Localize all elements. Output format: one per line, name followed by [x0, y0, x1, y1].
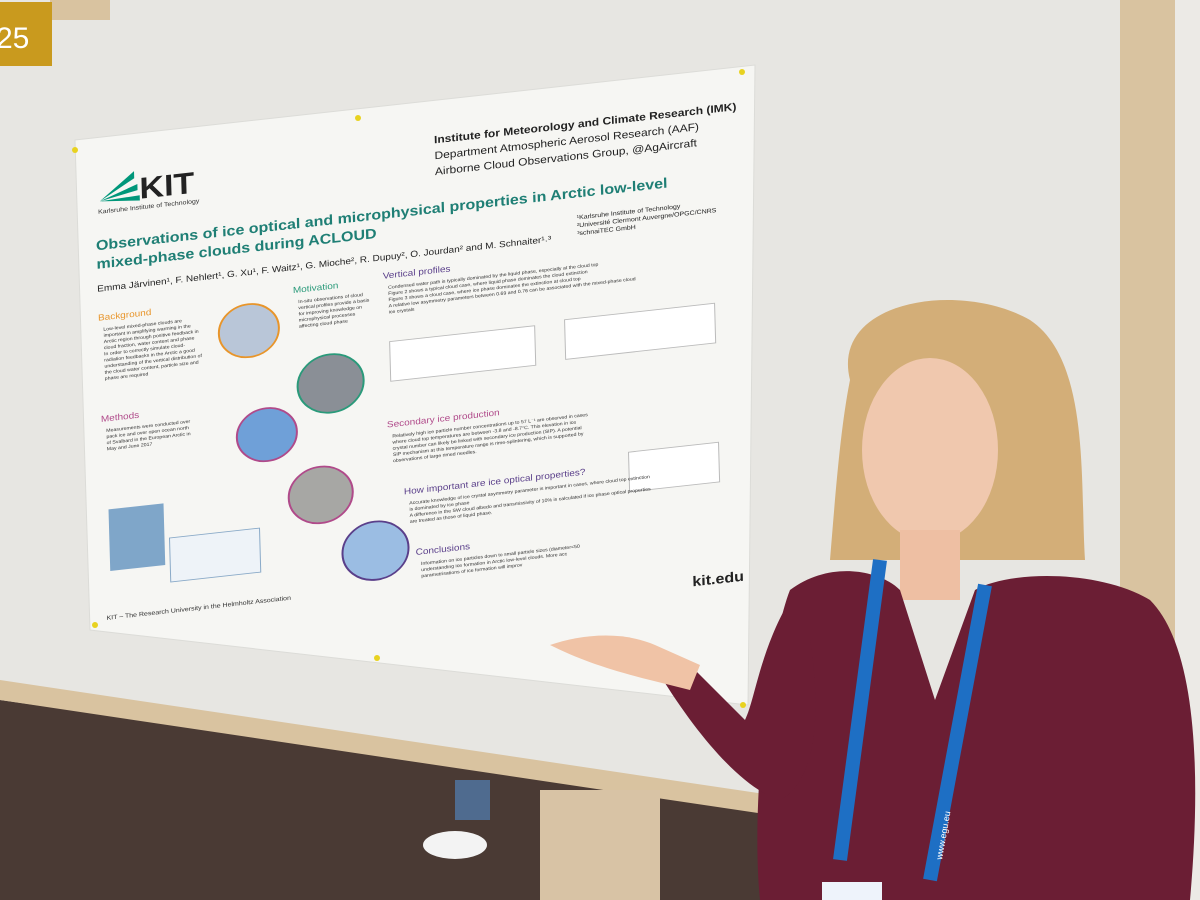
figure-1-map: [108, 503, 166, 571]
badge: [822, 882, 882, 900]
board-number-plate: [0, 2, 52, 66]
figure-4: [627, 441, 721, 493]
poster-url: kit.edu: [692, 569, 744, 590]
logo-ray: [99, 184, 138, 202]
figure-2: [389, 325, 537, 382]
arm-sleeve: [660, 600, 816, 800]
background-person-jeans: [455, 780, 490, 820]
pin: [739, 69, 745, 75]
table-1: [168, 527, 262, 583]
logo-ray: [99, 195, 140, 202]
section-text: microphysical processes: [299, 312, 356, 324]
logo-ray: [99, 171, 135, 202]
photo-circle: [296, 353, 365, 414]
photo-circle: [341, 520, 410, 581]
pin: [355, 115, 361, 121]
pin: [92, 622, 98, 628]
section-text: affecting cloud phase: [299, 319, 348, 330]
figure-3: [564, 302, 717, 360]
neck: [900, 530, 960, 600]
hand: [550, 635, 700, 690]
section-text: phase are required: [105, 371, 149, 381]
pin: [740, 702, 746, 708]
board-number: 25: [0, 22, 29, 55]
photo-circle: [217, 303, 280, 359]
background-person-trousers: [540, 790, 660, 900]
photo-circle: [235, 407, 298, 463]
board-frame-top: [50, 0, 110, 20]
background-person-shoe: [423, 831, 487, 859]
face: [862, 358, 998, 542]
pin: [374, 655, 380, 661]
section-heading: Methods: [101, 410, 140, 424]
section-heading: Motivation: [293, 281, 339, 296]
section-text: ice crystals: [389, 307, 415, 315]
lanyard-strap: [833, 559, 992, 882]
pin: [72, 147, 78, 153]
kit-logo-fan: [99, 171, 140, 202]
pins: [72, 69, 746, 708]
logo-mark: KIT: [139, 166, 195, 206]
photo-circle: [287, 465, 354, 525]
section-text: May and June 2017: [107, 442, 153, 453]
